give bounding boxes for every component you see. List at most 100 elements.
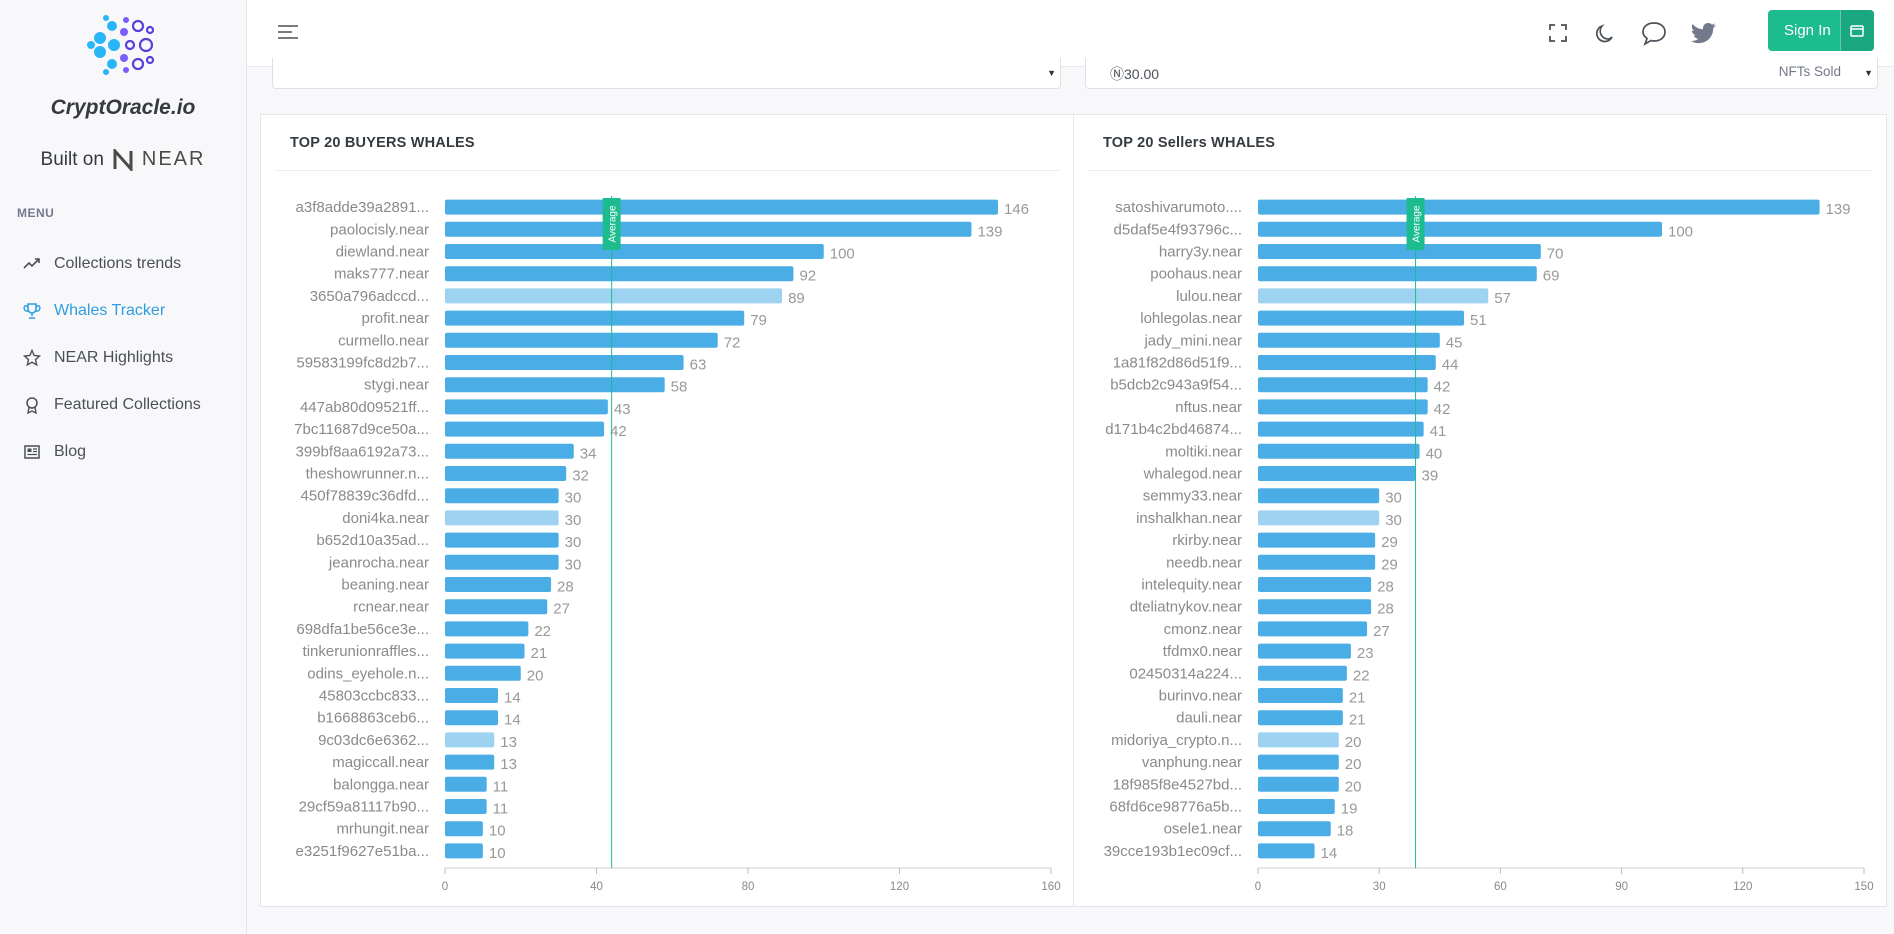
bar (445, 643, 525, 659)
bar-value-label: 11 (493, 778, 509, 795)
category-label: harry3y.near (1159, 244, 1242, 261)
x-tick-label: 80 (742, 881, 755, 893)
sidebar-item-near-highlights[interactable]: NEAR Highlights (0, 334, 246, 381)
menu-toggle-icon[interactable] (277, 22, 299, 42)
category-label: midoriya_crypto.n... (1111, 732, 1242, 749)
category-label: curmello.near (338, 332, 429, 349)
bar (1258, 266, 1537, 282)
x-tick-label: 150 (1854, 881, 1873, 893)
bar-value-label: 42 (1434, 379, 1451, 396)
bar-value-label: 72 (724, 334, 741, 351)
bar (445, 554, 559, 570)
bar-value-label: 29 (1381, 556, 1398, 573)
bar-value-label: 30 (565, 512, 582, 529)
bar-value-label: 70 (1547, 246, 1564, 263)
near-logo-text: NEAR (141, 148, 206, 170)
bar-value-label: 30 (565, 534, 582, 551)
bar-value-label: 11 (493, 801, 509, 818)
average-label: Average (608, 205, 619, 243)
x-tick-label: 60 (1494, 881, 1507, 893)
category-label: maks777.near (334, 266, 429, 283)
sign-in-label: Sign In (1784, 22, 1831, 39)
bar-value-label: 10 (489, 845, 506, 862)
bar-value-label: 92 (799, 268, 816, 285)
brand-logo[interactable] (86, 12, 158, 78)
category-label: d5daf5e4f93796c... (1114, 221, 1242, 238)
chat-bubble-icon[interactable] (1640, 20, 1666, 46)
fullscreen-icon[interactable] (1545, 20, 1571, 46)
category-label: whalegod.near (1143, 466, 1242, 483)
sidebar-item-collections-trends[interactable]: Collections trends (0, 240, 246, 287)
bar (445, 732, 495, 748)
bar-value-label: 63 (690, 357, 707, 374)
bar-value-label: 21 (1349, 690, 1366, 707)
bar (445, 466, 567, 481)
bar-value-label: 14 (504, 690, 521, 707)
bar (1258, 688, 1343, 703)
sidebar-item-label: Featured Collections (54, 395, 201, 413)
bar-value-label: 22 (1353, 667, 1370, 684)
bar-value-label: 28 (557, 579, 574, 596)
bar (1258, 732, 1339, 748)
bar-value-label: 29 (1381, 534, 1398, 551)
bar-value-label: 69 (1543, 268, 1560, 285)
bar-value-label: 27 (553, 601, 570, 618)
bar-value-label: 100 (1668, 223, 1693, 240)
near-logo-icon (113, 148, 133, 171)
sidebar-item-label: Collections trends (54, 254, 182, 272)
bar (1258, 665, 1347, 681)
bar-value-label: 28 (1377, 579, 1394, 596)
bar-value-label: 13 (500, 756, 517, 773)
dark-mode-moon-icon[interactable] (1592, 20, 1618, 46)
bar-value-label: 40 (1426, 445, 1443, 462)
category-label: d171b4c2bd46874... (1105, 421, 1242, 438)
category-label: 3650a796adccd... (310, 288, 429, 305)
bar (1258, 577, 1372, 592)
category-label: dauli.near (1176, 710, 1242, 727)
bar (445, 599, 548, 615)
bar (445, 799, 487, 814)
category-label: dteliatnykov.near (1130, 599, 1242, 616)
left-filter-select[interactable]: ▼ (272, 58, 1061, 89)
bar-value-label: 13 (500, 734, 517, 751)
sign-in-button[interactable]: Sign In (1768, 10, 1874, 51)
category-label: 02450314a224... (1129, 665, 1242, 682)
category-label: rcnear.near (353, 599, 429, 616)
chevron-down-icon: ▼ (1864, 68, 1873, 78)
category-label: 45803ccbc833... (319, 688, 429, 705)
category-label: vanphung.near (1142, 754, 1242, 771)
category-label: osele1.near (1164, 821, 1242, 838)
min-volume-value[interactable]: Ⓝ30.00 (1110, 66, 1160, 82)
trend-icon (22, 254, 42, 274)
category-label: profit.near (361, 310, 429, 327)
bar (1258, 776, 1339, 792)
bar (1258, 510, 1380, 526)
sidebar-item-label: Whales Tracker (54, 301, 166, 319)
twitter-icon[interactable] (1690, 20, 1716, 46)
category-label: satoshivarumoto.... (1115, 199, 1242, 216)
bar-value-label: 20 (527, 667, 544, 684)
metric-select[interactable]: NFTs Sold (1778, 64, 1841, 79)
bar (1258, 554, 1376, 570)
sidebar-item-whales-tracker[interactable]: Whales Tracker (0, 287, 246, 334)
bar-value-label: 39 (1422, 468, 1439, 485)
category-label: 7bc11687d9ce50a... (294, 421, 429, 438)
divider (1087, 170, 1873, 171)
category-label: jady_mini.near (1143, 332, 1242, 349)
category-label: needb.near (1166, 554, 1242, 571)
average-label-box (602, 198, 621, 250)
category-label: beaning.near (341, 577, 429, 594)
bar (1258, 310, 1465, 326)
average-label: Average (1412, 205, 1423, 243)
category-label: doni4ka.near (342, 510, 429, 527)
category-label: 450f78839c36dfd... (301, 488, 429, 505)
right-filter-row: Ⓝ30.00 NFTs Sold ▼ (1085, 58, 1878, 89)
sidebar-item-featured-collections[interactable]: Featured Collections (0, 381, 246, 428)
category-label: 399bf8aa6192a73... (296, 443, 429, 460)
award-icon (22, 395, 42, 415)
sidebar-item-blog[interactable]: Blog (0, 428, 246, 475)
bar (445, 754, 495, 770)
category-label: tfdmx0.near (1163, 643, 1242, 660)
bar-value-label: 139 (977, 223, 1002, 240)
bar (445, 332, 718, 348)
